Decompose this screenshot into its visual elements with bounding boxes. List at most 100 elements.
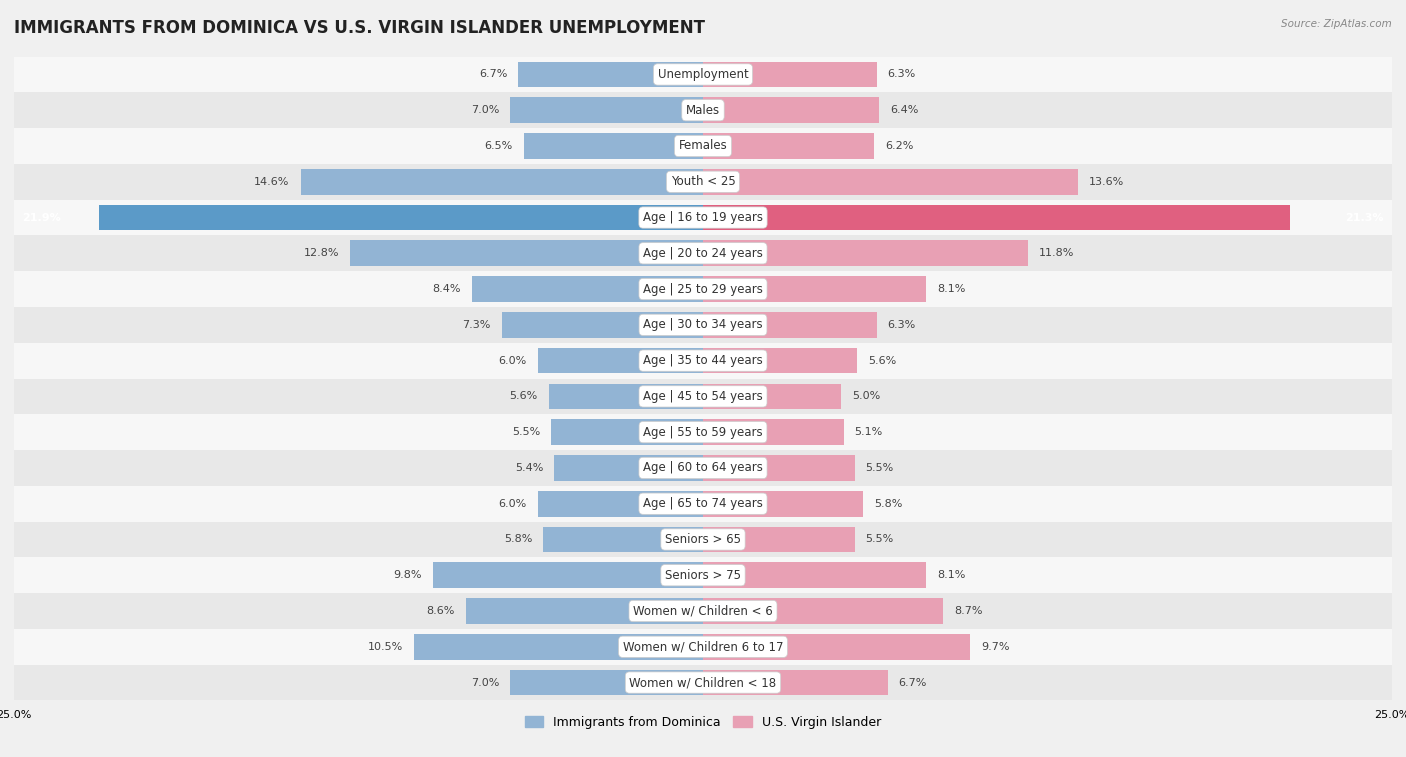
Bar: [703, 455, 855, 481]
Text: 6.7%: 6.7%: [898, 678, 927, 687]
Bar: [14, 414, 1392, 450]
Text: 8.1%: 8.1%: [938, 284, 966, 294]
Text: 12.8%: 12.8%: [304, 248, 339, 258]
Bar: [14, 271, 1392, 307]
Bar: [551, 419, 703, 445]
Text: 6.3%: 6.3%: [887, 70, 915, 79]
Bar: [433, 562, 703, 588]
Bar: [14, 522, 1392, 557]
Text: 5.5%: 5.5%: [512, 427, 540, 437]
Bar: [14, 593, 1392, 629]
Text: Age | 16 to 19 years: Age | 16 to 19 years: [643, 211, 763, 224]
Bar: [519, 61, 703, 87]
Bar: [543, 527, 703, 553]
Bar: [465, 598, 703, 624]
Bar: [703, 169, 1078, 195]
Text: 5.8%: 5.8%: [503, 534, 531, 544]
Text: Women w/ Children < 18: Women w/ Children < 18: [630, 676, 776, 689]
Text: 8.6%: 8.6%: [426, 606, 456, 616]
Bar: [703, 670, 887, 696]
Bar: [703, 98, 879, 123]
Text: 14.6%: 14.6%: [254, 177, 290, 187]
Text: Males: Males: [686, 104, 720, 117]
Bar: [14, 307, 1392, 343]
Bar: [471, 276, 703, 302]
Text: 9.7%: 9.7%: [981, 642, 1010, 652]
Text: 5.5%: 5.5%: [866, 463, 894, 473]
Text: 8.7%: 8.7%: [953, 606, 983, 616]
Text: 7.0%: 7.0%: [471, 678, 499, 687]
Text: Unemployment: Unemployment: [658, 68, 748, 81]
Text: 11.8%: 11.8%: [1039, 248, 1074, 258]
Bar: [510, 670, 703, 696]
Text: IMMIGRANTS FROM DOMINICA VS U.S. VIRGIN ISLANDER UNEMPLOYMENT: IMMIGRANTS FROM DOMINICA VS U.S. VIRGIN …: [14, 19, 704, 37]
Bar: [14, 200, 1392, 235]
Text: 6.5%: 6.5%: [485, 141, 513, 151]
Text: 10.5%: 10.5%: [367, 642, 402, 652]
Text: Age | 30 to 34 years: Age | 30 to 34 years: [643, 319, 763, 332]
Bar: [703, 61, 876, 87]
Text: 5.0%: 5.0%: [852, 391, 880, 401]
Bar: [703, 384, 841, 410]
Text: Seniors > 65: Seniors > 65: [665, 533, 741, 546]
Bar: [100, 204, 703, 230]
Bar: [14, 235, 1392, 271]
Bar: [413, 634, 703, 659]
Bar: [703, 491, 863, 516]
Text: Age | 25 to 29 years: Age | 25 to 29 years: [643, 282, 763, 295]
Bar: [703, 527, 855, 553]
Bar: [14, 557, 1392, 593]
Text: Source: ZipAtlas.com: Source: ZipAtlas.com: [1281, 19, 1392, 29]
Bar: [14, 629, 1392, 665]
Bar: [703, 241, 1028, 266]
Bar: [14, 486, 1392, 522]
Text: Age | 35 to 44 years: Age | 35 to 44 years: [643, 354, 763, 367]
Bar: [14, 450, 1392, 486]
Text: 8.4%: 8.4%: [432, 284, 461, 294]
Bar: [554, 455, 703, 481]
Bar: [703, 562, 927, 588]
Text: 5.4%: 5.4%: [515, 463, 543, 473]
Text: 6.0%: 6.0%: [498, 499, 527, 509]
Bar: [524, 133, 703, 159]
Text: 21.3%: 21.3%: [1346, 213, 1384, 223]
Text: 5.8%: 5.8%: [875, 499, 903, 509]
Bar: [703, 312, 876, 338]
Text: 21.9%: 21.9%: [22, 213, 60, 223]
Text: 6.3%: 6.3%: [887, 320, 915, 330]
Bar: [703, 276, 927, 302]
Text: Age | 55 to 59 years: Age | 55 to 59 years: [643, 425, 763, 438]
Bar: [14, 57, 1392, 92]
Bar: [502, 312, 703, 338]
Bar: [14, 343, 1392, 378]
Text: 5.6%: 5.6%: [509, 391, 537, 401]
Text: Age | 65 to 74 years: Age | 65 to 74 years: [643, 497, 763, 510]
Legend: Immigrants from Dominica, U.S. Virgin Islander: Immigrants from Dominica, U.S. Virgin Is…: [520, 711, 886, 734]
Bar: [14, 128, 1392, 164]
Text: Women w/ Children < 6: Women w/ Children < 6: [633, 605, 773, 618]
Bar: [14, 164, 1392, 200]
Bar: [301, 169, 703, 195]
Bar: [14, 665, 1392, 700]
Bar: [548, 384, 703, 410]
Bar: [703, 634, 970, 659]
Text: 5.6%: 5.6%: [869, 356, 897, 366]
Text: 7.0%: 7.0%: [471, 105, 499, 115]
Text: 6.7%: 6.7%: [479, 70, 508, 79]
Bar: [350, 241, 703, 266]
Text: Age | 45 to 54 years: Age | 45 to 54 years: [643, 390, 763, 403]
Text: Females: Females: [679, 139, 727, 152]
Text: 13.6%: 13.6%: [1088, 177, 1123, 187]
Bar: [703, 419, 844, 445]
Bar: [510, 98, 703, 123]
Text: Age | 20 to 24 years: Age | 20 to 24 years: [643, 247, 763, 260]
Bar: [537, 347, 703, 373]
Text: 8.1%: 8.1%: [938, 570, 966, 580]
Text: 5.1%: 5.1%: [855, 427, 883, 437]
Bar: [703, 347, 858, 373]
Text: Youth < 25: Youth < 25: [671, 176, 735, 188]
Bar: [14, 378, 1392, 414]
Bar: [703, 204, 1289, 230]
Text: Seniors > 75: Seniors > 75: [665, 569, 741, 581]
Bar: [703, 133, 875, 159]
